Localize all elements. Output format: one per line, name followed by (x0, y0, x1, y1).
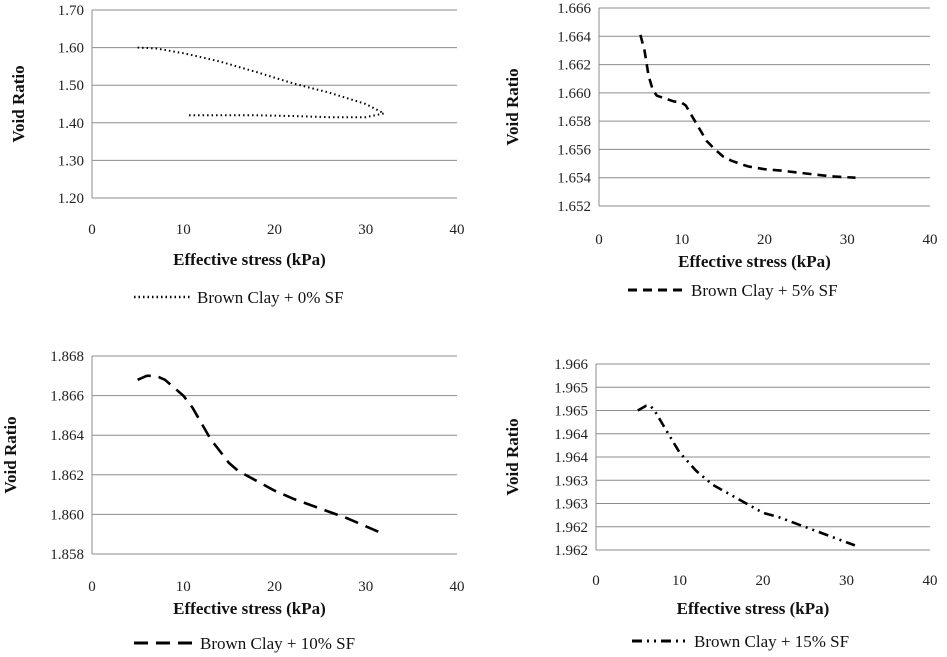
legend-label: Brown Clay + 0% SF (197, 288, 344, 307)
x-tick-label: 0 (592, 573, 600, 589)
x-tick-label: 40 (450, 222, 465, 238)
x-axis-title: Effective stress (kPa) (678, 252, 831, 271)
x-tick-label: 20 (267, 579, 282, 595)
x-tick-label: 40 (450, 579, 465, 595)
y-axis-title: Void Ratio (503, 68, 522, 145)
y-tick-label: 1.658 (557, 114, 591, 130)
series-line (639, 34, 856, 179)
y-tick-label: 1.964 (554, 450, 588, 466)
x-tick-label: 30 (840, 232, 855, 248)
y-axis-title: Void Ratio (1, 416, 20, 493)
y-tick-label: 1.862 (50, 468, 84, 484)
series-line (137, 46, 385, 119)
x-tick-label: 10 (674, 232, 689, 248)
y-tick-label: 1.660 (557, 86, 591, 102)
x-axis-title: Effective stress (kPa) (677, 599, 830, 618)
y-tick-label: 1.858 (50, 547, 84, 563)
y-tick-label: 1.962 (554, 520, 588, 536)
x-tick-label: 40 (923, 232, 938, 248)
legend-label: Brown Clay + 5% SF (691, 281, 838, 300)
y-tick-label: 1.866 (50, 389, 84, 405)
y-tick-label: 1.664 (557, 29, 591, 45)
y-tick-label: 1.666 (557, 1, 591, 17)
series-line (637, 404, 856, 547)
y-tick-label: 1.864 (50, 428, 84, 444)
x-tick-label: 10 (672, 573, 687, 589)
y-tick-label: 1.868 (50, 349, 84, 365)
chart-panel-1: 1.20 1.30 1.40 1.50 1.60 1.70 0 10 20 30 40 Effecti… (9, 3, 465, 307)
chart-panel-2: 1.652 1.654 1.656 1.658 1.660 1.662 1.664 1.666… (503, 1, 938, 300)
x-tick-label: 0 (88, 222, 96, 238)
x-axis-title: Effective stress (kPa) (173, 599, 326, 618)
y-axis-title: Void Ratio (503, 418, 522, 495)
x-tick-label: 10 (176, 222, 191, 238)
y-tick-label: 1.654 (557, 171, 591, 187)
x-tick-label: 30 (358, 579, 373, 595)
x-tick-label: 10 (176, 579, 191, 595)
x-tick-label: 20 (757, 232, 772, 248)
x-tick-label: 40 (923, 573, 938, 589)
y-tick-label: 1.30 (58, 153, 84, 169)
y-tick-label: 1.662 (557, 58, 591, 74)
y-axis-title: Void Ratio (9, 65, 28, 142)
y-tick-label: 1.652 (557, 199, 591, 215)
legend-label: Brown Clay + 15% SF (694, 632, 849, 651)
chart-panel-4: 1.962 1.962 1.963 1.963 1.964 1.964 1.965 1.965… (503, 357, 938, 651)
x-tick-label: 30 (839, 573, 854, 589)
x-tick-label: 0 (88, 579, 96, 595)
y-tick-label: 1.60 (58, 41, 84, 57)
y-tick-label: 1.70 (58, 3, 84, 19)
y-tick-label: 1.964 (554, 427, 588, 443)
y-tick-label: 1.860 (50, 507, 84, 523)
y-tick-label: 1.40 (58, 116, 84, 132)
y-tick-label: 1.20 (58, 191, 84, 207)
y-tick-label: 1.962 (554, 543, 588, 559)
y-tick-label: 1.965 (554, 380, 588, 396)
y-tick-label: 1.965 (554, 404, 588, 420)
y-tick-label: 1.656 (557, 142, 591, 158)
legend-label: Brown Clay + 10% SF (200, 634, 355, 653)
x-axis-title: Effective stress (kPa) (173, 250, 326, 269)
x-tick-label: 30 (358, 222, 373, 238)
chart-panel-3: 1.858 1.860 1.862 1.864 1.866 1.868 0 10 20 30 40 E… (1, 349, 465, 653)
series-line (137, 374, 385, 536)
x-tick-label: 0 (595, 232, 603, 248)
y-tick-label: 1.963 (554, 473, 588, 489)
x-tick-label: 20 (267, 222, 282, 238)
y-tick-label: 1.50 (58, 78, 84, 94)
x-tick-label: 20 (756, 573, 771, 589)
y-tick-label: 1.966 (554, 357, 588, 373)
y-tick-label: 1.963 (554, 497, 588, 513)
